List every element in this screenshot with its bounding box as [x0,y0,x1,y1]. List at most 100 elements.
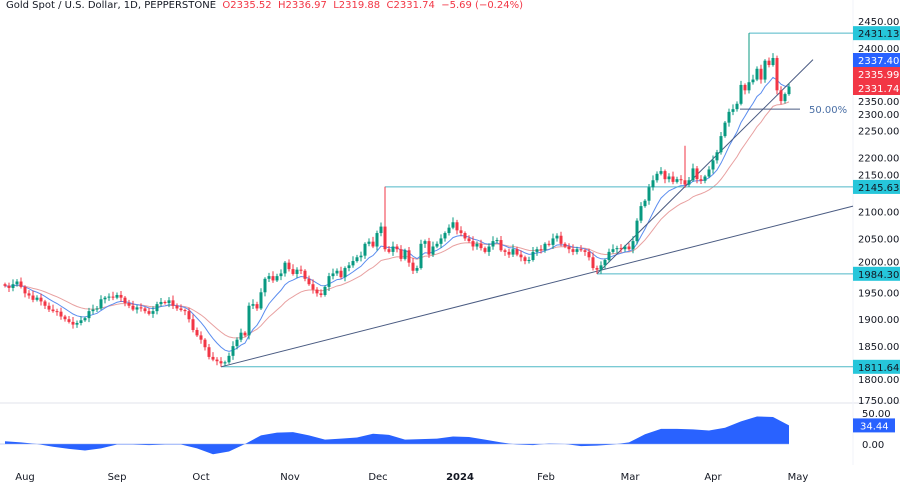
candle [279,269,283,281]
candle [335,268,339,276]
candle [163,300,167,305]
candle [439,234,443,248]
candle-body [427,241,431,255]
candle-body [483,248,487,252]
candle-body [291,269,295,274]
candle-body [391,246,395,252]
price-tick-label: 2200.00 [858,154,899,165]
candle [115,292,119,300]
fast-moving-average-line [4,76,790,352]
candle [219,357,223,367]
candle [355,254,359,263]
candle [683,145,687,188]
candle-body [423,241,427,244]
candle-body [567,246,571,250]
candle-body [755,68,759,80]
candle-body [83,318,87,321]
candle-body [315,289,319,294]
candle [27,290,31,299]
candle [331,268,335,280]
level-price-tag [853,179,900,194]
candle [39,293,43,306]
candle [531,247,535,262]
candle [479,239,483,251]
candle-body [731,109,735,112]
candle [291,264,295,276]
candle [135,304,139,314]
candle-body [123,297,127,304]
candle [787,83,791,96]
candle [655,171,659,183]
candle-body [503,250,507,252]
candle [639,202,643,224]
price-tick-label: 2150.00 [858,171,899,182]
candle [107,293,111,301]
time-tick-label: 2024 [446,472,474,483]
candle-body [211,356,215,360]
candle-body [691,168,695,181]
candle-body [539,249,543,251]
candle [243,331,247,337]
candle [671,171,675,185]
candle-body [523,257,527,262]
candle [511,244,515,258]
candle-body [739,84,743,104]
candle [631,236,635,254]
candle-body [171,300,175,306]
candle [379,222,383,237]
candle [771,53,775,67]
candle-body [607,251,611,260]
candle-body [667,176,671,180]
candle [503,248,507,256]
candle-body [223,362,227,364]
candle [283,261,287,277]
candle-body [179,308,183,311]
candle [587,248,591,261]
current-price-tag [853,67,900,81]
candle [7,282,11,293]
candle-body [415,268,419,271]
candle-body [167,300,171,304]
candle [443,231,447,242]
candle-body [239,332,243,340]
candle-body [147,311,151,314]
candle-body [715,152,719,161]
candle-body [675,179,679,182]
candle [743,83,747,95]
candle-body [99,299,103,309]
candle [35,295,39,302]
candle [679,175,683,185]
candle-body [659,171,663,174]
candle [427,237,431,258]
candle-body [139,307,143,309]
candle-body [363,243,367,256]
candle [627,243,631,251]
symbol-title: Gold Spot / U.S. Dollar, 1D, PEPPERSTONE [6,0,217,11]
candle-body [435,243,439,247]
candle [287,259,291,272]
candle-body [55,311,59,313]
time-tick-label: Sep [108,472,127,483]
candle-body [87,311,91,319]
candle-body [227,355,231,363]
candle [59,307,63,320]
candle [179,304,183,312]
candle [675,176,679,184]
candle-body [663,171,667,180]
candle [19,277,23,289]
time-tick-label: May [788,472,809,483]
candle-body [43,301,47,306]
candle-body [131,305,135,310]
candle [499,236,503,252]
candle [323,285,327,297]
candle-body [647,187,651,201]
candle [611,244,615,254]
candle-body [371,241,375,247]
candle [143,306,147,314]
candle [471,236,475,251]
candle [171,295,175,309]
candle-body [519,254,523,258]
candle [315,287,319,297]
